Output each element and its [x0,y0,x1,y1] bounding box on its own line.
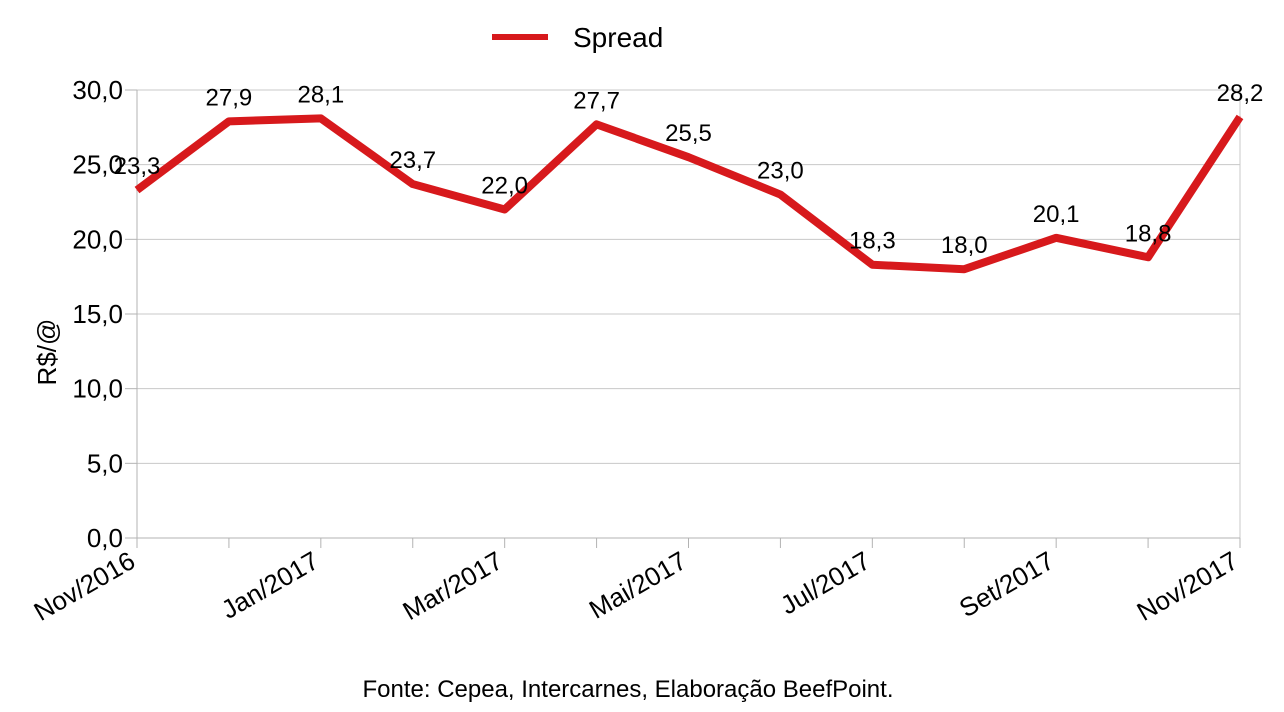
data-point [412,183,414,185]
data-point [963,268,965,270]
series-group [134,114,1244,274]
y-tick-label: 10,0 [72,374,123,404]
data-point [1055,237,1057,239]
data-point [504,208,506,210]
data-point [1147,256,1149,258]
y-tick-label: 30,0 [72,75,123,105]
legend: Spread [492,22,663,53]
y-tick-label: 0,0 [87,523,123,553]
data-point [596,123,598,125]
y-tick-label: 25,0 [72,150,123,180]
x-tick-label: Set/2017 [954,545,1059,623]
x-tick-label: Nov/2017 [1132,545,1243,627]
y-axis-label: R$/@ [32,319,62,386]
y-tick-label: 5,0 [87,448,123,478]
data-label: 28,1 [297,81,344,108]
data-label: 20,1 [1033,201,1080,228]
data-point [871,264,873,266]
x-tick-label: Nov/2016 [29,545,140,627]
data-point [320,117,322,119]
y-tick-label: 20,0 [72,224,123,254]
data-point [688,156,689,158]
data-label: 18,0 [941,232,988,259]
data-point [779,194,781,196]
data-label: 23,7 [389,147,436,174]
data-label: 28,2 [1217,80,1264,107]
data-point [136,189,138,191]
data-label: 25,5 [665,120,712,147]
data-point [228,120,230,122]
data-label: 27,9 [206,84,253,111]
legend-label: Spread [573,22,663,53]
y-tick-label: 15,0 [72,299,123,329]
gridlines [137,89,1241,538]
data-label: 23,0 [757,158,804,185]
source-note: Fonte: Cepea, Intercarnes, Elaboração Be… [362,676,894,703]
axes [125,89,1241,548]
data-label: 22,0 [481,172,528,199]
x-tick-label: Mai/2017 [584,545,692,624]
data-label: 27,7 [573,87,620,114]
x-tick-label: Jan/2017 [216,545,324,624]
x-tick-label: Jul/2017 [775,545,875,620]
data-point [1239,116,1241,118]
data-label: 23,3 [114,153,161,180]
x-axis-ticks: Nov/2016 Jan/2017 Mar/2017 Mai/2017 Jul/2017… [29,545,1243,627]
x-tick-label: Mar/2017 [398,545,508,626]
data-label: 18,8 [1125,220,1172,247]
data-labels: 23,3 27,9 28,1 23,7 22,0 27,7 25,5 23,0 18,3 18,0… [114,80,1264,259]
y-axis-ticks: 0,0 5,0 10,0 15,0 20,0 25,0 30,0 [72,75,123,553]
data-label: 18,3 [849,228,896,255]
